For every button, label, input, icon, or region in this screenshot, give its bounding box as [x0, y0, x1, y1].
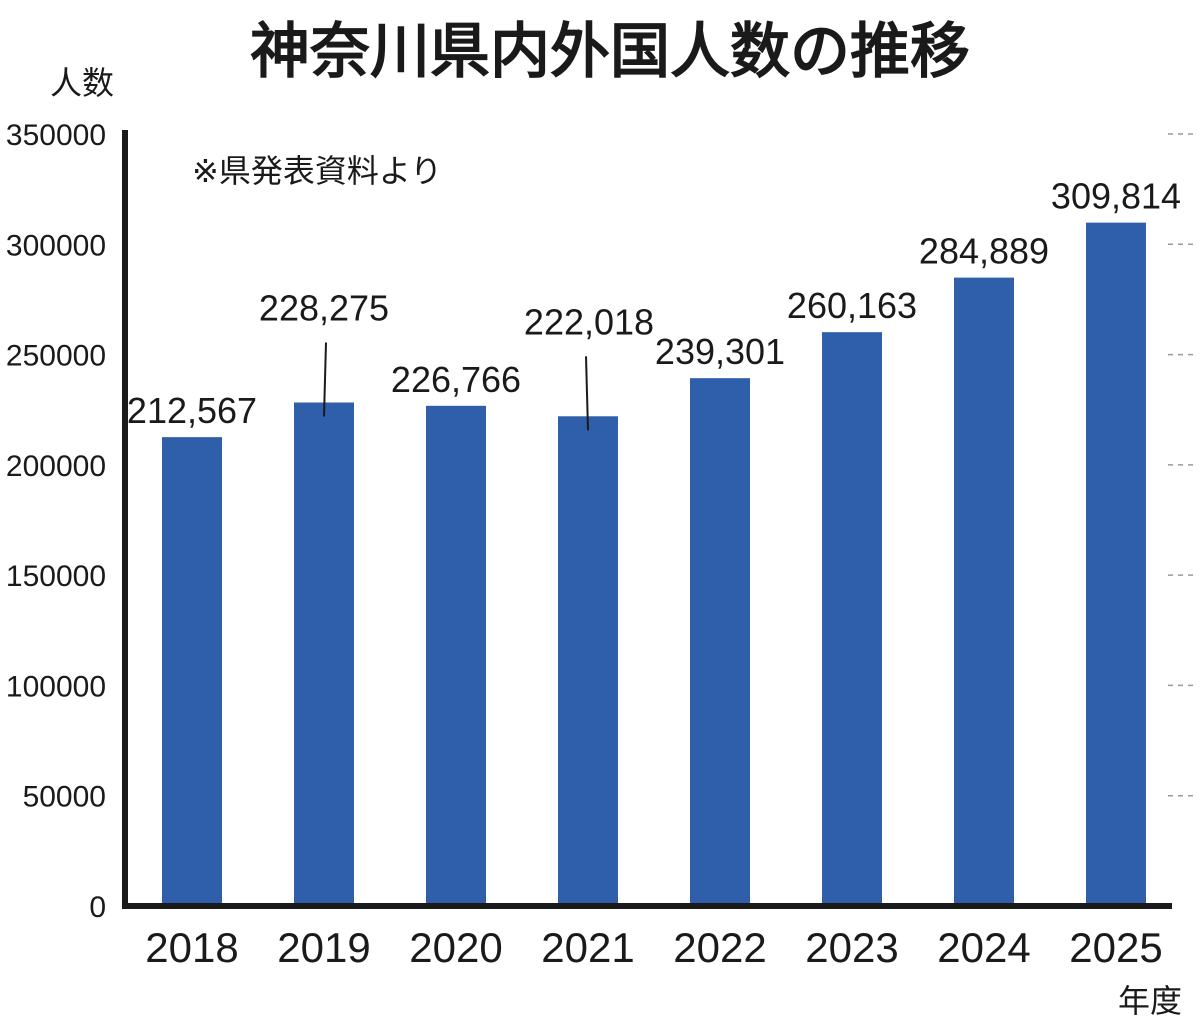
y-tick-label: 250000	[6, 340, 106, 373]
y-axis-label: 人数	[50, 64, 114, 102]
x-tick-label: 2025	[1069, 924, 1162, 971]
leader-line	[585, 356, 589, 431]
right-edge-ticks	[1168, 133, 1198, 797]
bar	[822, 332, 882, 906]
y-tick-label: 350000	[6, 119, 106, 152]
data-label: 239,301	[655, 331, 785, 372]
data-label: 226,766	[391, 359, 521, 400]
x-tick-label: 2023	[805, 924, 898, 971]
x-tick-label: 2020	[409, 924, 502, 971]
y-tick-label: 150000	[6, 560, 106, 593]
bars	[162, 222, 1146, 906]
x-tick-label: 2021	[541, 924, 634, 971]
data-label: 228,275	[259, 287, 389, 328]
bar	[162, 437, 222, 906]
x-tick-label: 2022	[673, 924, 766, 971]
data-label: 284,889	[919, 231, 1049, 272]
bar	[1086, 222, 1146, 906]
y-tick-label: 200000	[6, 450, 106, 483]
bar	[426, 405, 486, 906]
label-leaders	[323, 342, 589, 431]
data-label: 222,018	[524, 301, 654, 342]
data-label: 260,163	[787, 285, 917, 326]
leader-line	[323, 342, 327, 417]
source-note: ※県発表資料より	[192, 152, 442, 190]
data-label: 309,814	[1051, 176, 1181, 217]
y-axis-ticks: 0 50000 100000 150000 200000 250000 300000 3500…	[6, 119, 106, 924]
y-tick-label: 50000	[23, 781, 106, 814]
bar	[690, 378, 750, 906]
data-label: 212,567	[127, 390, 257, 431]
bar	[558, 416, 618, 906]
bar	[294, 402, 354, 906]
x-tick-label: 2024	[937, 924, 1030, 971]
y-tick-label: 0	[89, 891, 106, 924]
y-tick-label: 300000	[6, 229, 106, 262]
y-tick-label: 100000	[6, 670, 106, 703]
data-labels: 212,567 228,275226,766222,018239,301260,1…	[127, 176, 1181, 431]
x-tick-label: 2018	[145, 924, 238, 971]
x-axis-label: 年度	[1118, 982, 1182, 1020]
bar	[954, 277, 1014, 906]
x-tick-label: 2019	[277, 924, 370, 971]
chart-title: 神奈川県内外国人数の推移	[250, 17, 970, 87]
x-axis-ticks: 2018 2019 2020 2021 2022 2023 2024 2025	[145, 924, 1162, 971]
